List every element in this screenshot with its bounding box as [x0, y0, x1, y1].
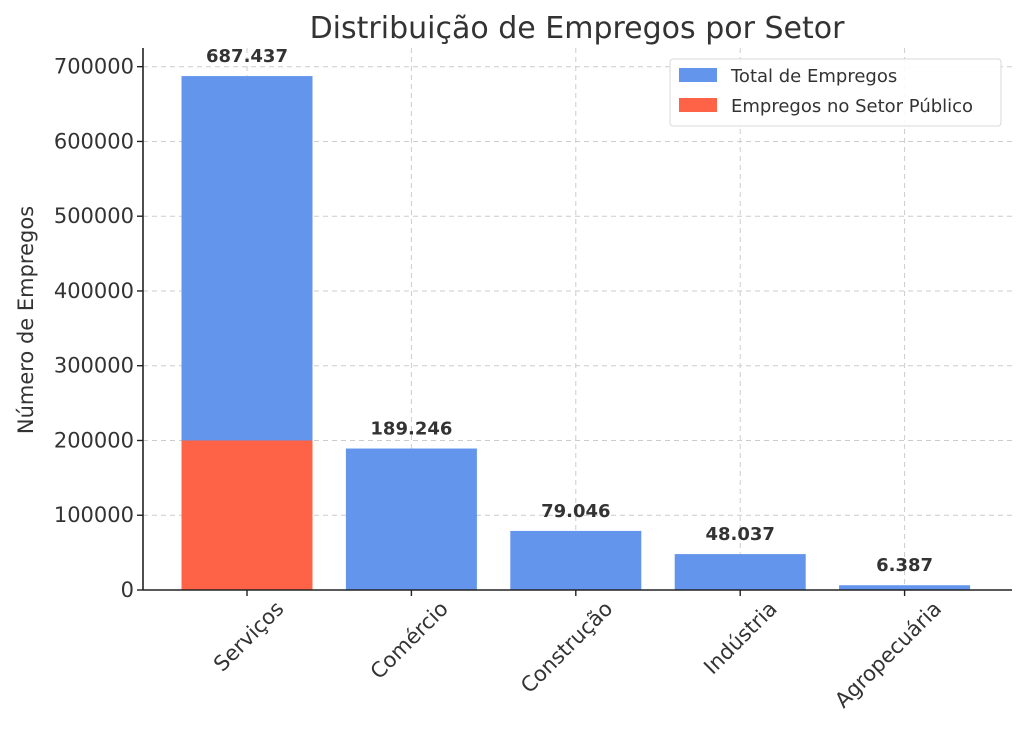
y-tick-label: 200000 [54, 428, 134, 452]
data-label: 687.437 [206, 46, 288, 67]
x-tick-label: Comércio [366, 597, 453, 684]
x-tick-label: Agropecuária [830, 597, 946, 713]
y-tick-label: 500000 [54, 204, 134, 228]
bar-total-4 [839, 585, 971, 590]
legend-label-public: Empregos no Setor Público [731, 96, 973, 117]
data-label: 189.246 [370, 419, 452, 440]
data-label: 79.046 [541, 501, 610, 522]
legend-box [669, 58, 1002, 127]
data-label: 6.387 [876, 555, 933, 576]
x-tick-label: Indústria [699, 597, 781, 679]
bar-total-3 [674, 554, 806, 590]
legend-swatch-total [679, 68, 717, 82]
legend-swatch-public [679, 98, 717, 112]
x-tick-label: Construção [516, 597, 617, 698]
data-label: 48.037 [705, 524, 774, 545]
y-tick-label: 600000 [54, 129, 134, 153]
y-axis-label: Número de Empregos [14, 206, 38, 434]
legend: Total de Empregos Empregos no Setor Públ… [669, 58, 1002, 127]
bar-public-0 [181, 440, 313, 590]
y-tick-label: 700000 [54, 55, 134, 79]
legend-label-total: Total de Empregos [730, 66, 897, 87]
x-tick-label: Serviços [209, 597, 289, 677]
y-tick-label: 0 [121, 578, 134, 602]
y-tick-label: 100000 [54, 503, 134, 527]
chart-title: Distribuição de Empregos por Setor [310, 11, 845, 46]
y-tick-label: 400000 [54, 279, 134, 303]
y-tick-label: 300000 [54, 354, 134, 378]
bar-total-2 [510, 530, 642, 590]
bar-total-1 [345, 448, 477, 590]
